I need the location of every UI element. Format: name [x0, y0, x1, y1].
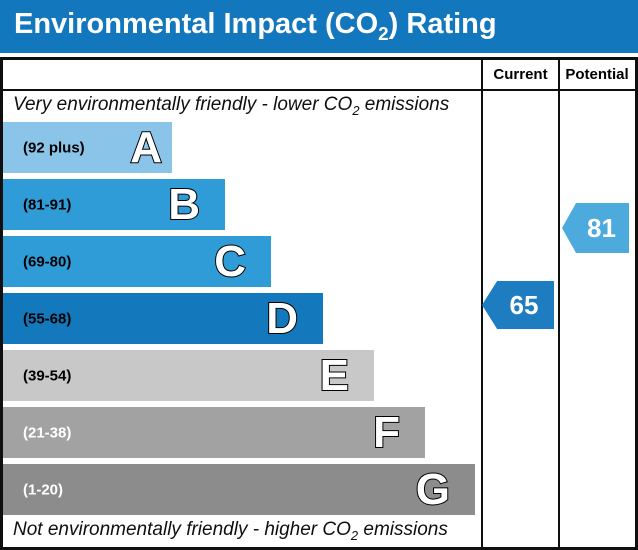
chart-title: Environmental Impact (CO2) Rating — [14, 8, 497, 45]
bottom-note-suffix: emissions — [358, 519, 448, 540]
top-note-text: Very environmentally friendly - lower CO — [13, 94, 353, 115]
chart-title-banner: Environmental Impact (CO2) Rating — [0, 0, 638, 53]
band-letter: D — [265, 293, 299, 343]
band-a: (92 plus) A — [3, 122, 172, 173]
chart-title-suffix: ) Rating — [388, 8, 497, 41]
bottom-note-text: Not environmentally friendly - higher CO — [13, 519, 351, 540]
band-b: (81-91) B — [3, 179, 225, 230]
band-range-label: (81-91) — [23, 196, 72, 213]
header-row-divider — [3, 89, 635, 91]
top-note: Very environmentally friendly - lower CO… — [13, 94, 449, 118]
band-c: (69-80) C — [3, 236, 271, 287]
band-f: (21-38) F — [3, 407, 425, 458]
chart-title-subscript: 2 — [378, 22, 389, 44]
top-note-subscript: 2 — [352, 102, 360, 118]
bottom-note-subscript: 2 — [350, 527, 359, 543]
bottom-note: Not environmentally friendly - higher CO… — [13, 519, 448, 543]
band-e: (39-54) E — [3, 350, 374, 401]
band-letter: F — [372, 407, 401, 457]
band-g: (1-20) G — [3, 464, 475, 515]
current-rating-arrow: 65 — [482, 281, 554, 329]
band-range-label: (92 plus) — [23, 139, 85, 156]
column-divider-potential — [558, 60, 560, 547]
band-letter: E — [319, 350, 350, 400]
band-range-label: (39-54) — [23, 367, 72, 384]
rating-table: Current Potential Very environmentally f… — [0, 57, 638, 550]
band-letter: B — [167, 179, 201, 229]
column-header-potential: Potential — [565, 66, 629, 83]
top-note-suffix: emissions — [359, 94, 450, 115]
band-letter: G — [415, 464, 451, 514]
potential-rating-arrow: 81 — [562, 203, 629, 253]
band-range-label: (55-68) — [23, 310, 72, 327]
current-rating-value: 65 — [509, 289, 539, 320]
column-divider-current — [481, 60, 483, 547]
band-letter: A — [129, 122, 163, 172]
chart-title-text: Environmental Impact (CO — [14, 8, 379, 41]
band-letter: C — [213, 236, 247, 286]
band-range-label: (69-80) — [23, 253, 72, 270]
band-range-label: (21-38) — [23, 424, 72, 441]
potential-rating-value: 81 — [587, 212, 616, 243]
band-range-label: (1-20) — [23, 481, 64, 498]
column-header-current: Current — [493, 66, 548, 83]
band-d: (55-68) D — [3, 293, 323, 344]
